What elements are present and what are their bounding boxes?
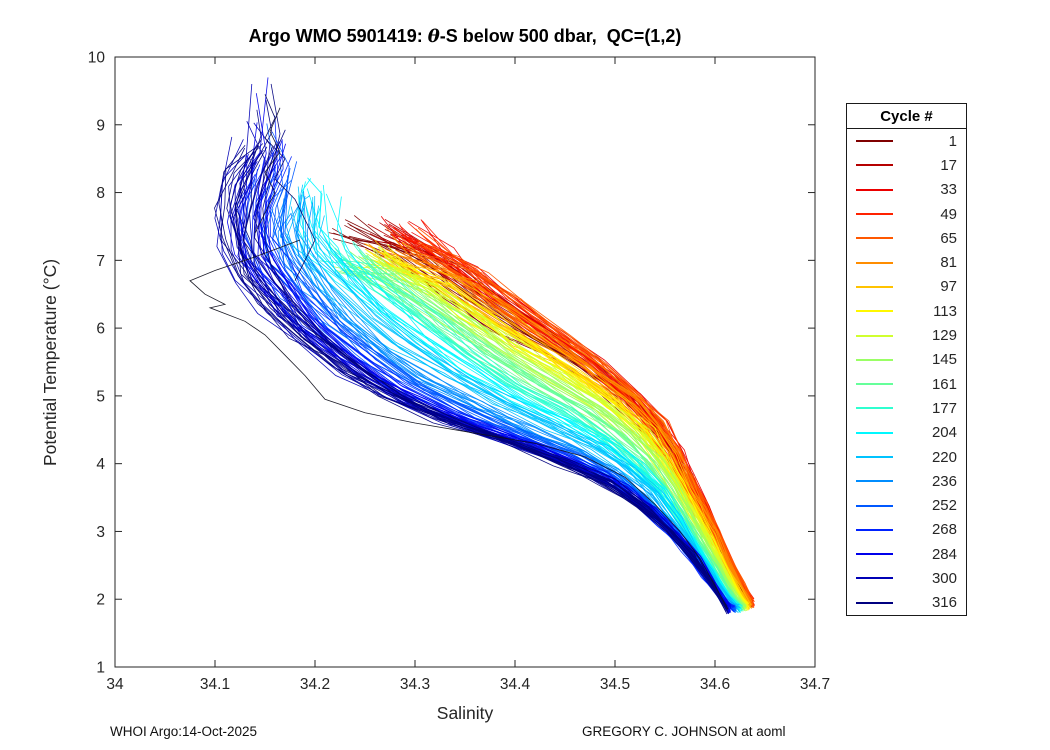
legend-line-sample <box>856 601 893 604</box>
legend-line-sample <box>856 334 893 337</box>
legend-items: 1 17 33 49 65 81 97 113 129 145 161 177 204 220 236 252… <box>847 129 966 615</box>
y-tick-label: 7 <box>96 253 105 270</box>
legend-line-sample <box>856 285 893 288</box>
x-tick-label: 34.5 <box>600 676 630 693</box>
footer-credit-right: GREGORY C. JOHNSON at aoml <box>582 724 786 739</box>
legend-entry-113: 113 <box>847 299 966 323</box>
legend-line-sample <box>856 140 893 143</box>
legend-line-sample <box>856 407 893 410</box>
legend-entry-129: 129 <box>847 323 966 347</box>
y-tick-label: 8 <box>96 185 105 202</box>
legend-entry-49: 49 <box>847 202 966 226</box>
x-tick-label: 34.3 <box>400 676 430 693</box>
legend-line-sample <box>856 358 893 361</box>
legend-entry-label: 300 <box>931 569 957 587</box>
y-tick-label: 6 <box>96 321 105 338</box>
legend-entry-label: 81 <box>940 254 957 272</box>
x-tick-label: 34.2 <box>300 676 330 693</box>
legend-line-sample <box>856 431 893 434</box>
legend-line-sample <box>856 213 893 216</box>
legend-entry-33: 33 <box>847 178 966 202</box>
x-tick-label: 34.7 <box>800 676 830 693</box>
y-tick-label: 5 <box>96 388 105 405</box>
legend-line-sample <box>856 310 893 313</box>
legend-line-sample <box>856 237 893 240</box>
legend-line-sample <box>856 528 893 531</box>
legend-line-sample <box>856 456 893 458</box>
legend-entry-label: 161 <box>931 375 957 393</box>
legend-entry-label: 252 <box>931 497 957 515</box>
x-tick-label: 34.4 <box>500 676 531 693</box>
legend-entry-label: 145 <box>931 351 957 369</box>
legend-entry-label: 316 <box>931 594 957 612</box>
legend-entry-268: 268 <box>847 518 966 542</box>
legend-entry-65: 65 <box>847 226 966 250</box>
legend-line-sample <box>856 480 893 483</box>
legend-entry-label: 284 <box>931 545 957 563</box>
legend-entry-label: 113 <box>933 302 957 320</box>
legend-line-sample <box>856 164 893 167</box>
legend-entry-label: 177 <box>931 399 957 417</box>
chart-title-prefix: Argo WMO 5901419: <box>248 26 428 46</box>
legend-entry-300: 300 <box>847 566 966 590</box>
legend-entry-label: 65 <box>940 229 957 247</box>
legend-entry-17: 17 <box>847 153 966 177</box>
legend-entry-204: 204 <box>847 421 966 445</box>
legend-entry-label: 33 <box>940 181 957 199</box>
legend-entry-1: 1 <box>847 129 966 153</box>
legend-entry-label: 97 <box>940 278 957 296</box>
legend-entry-81: 81 <box>847 250 966 274</box>
x-axis-label: Salinity <box>436 703 494 723</box>
legend-line-sample <box>856 383 893 386</box>
y-tick-label: 1 <box>96 660 105 677</box>
theta-symbol: θ <box>427 26 440 47</box>
footer-credit-left: WHOI Argo:14-Oct-2025 <box>110 724 258 739</box>
y-tick-label: 9 <box>96 117 105 134</box>
x-tick-label: 34 <box>106 676 124 693</box>
legend-entry-252: 252 <box>847 493 966 517</box>
chart-title-suffix: -S below 500 dbar, QC=(1,2) <box>439 26 682 46</box>
legend: Cycle # 1 17 33 49 65 81 97 113 129 145 161 177 204 2… <box>846 103 967 616</box>
legend-entry-label: 268 <box>931 521 957 539</box>
x-tick-label: 34.1 <box>200 676 230 693</box>
y-tick-label: 3 <box>96 524 105 541</box>
legend-entry-284: 284 <box>847 542 966 566</box>
y-axis-label: Potential Temperature (°C) <box>40 258 60 466</box>
legend-line-sample <box>856 261 893 264</box>
legend-line-sample <box>856 577 893 580</box>
y-tick-label: 10 <box>88 50 106 67</box>
legend-line-sample <box>856 504 893 507</box>
x-tick-label: 34.6 <box>700 676 730 693</box>
legend-entry-label: 236 <box>931 472 957 490</box>
legend-entry-236: 236 <box>847 469 966 493</box>
legend-entry-label: 1 <box>948 132 957 150</box>
legend-entry-label: 129 <box>931 327 957 345</box>
chart-title: Argo WMO 5901419: θ-S below 500 dbar, QC… <box>115 26 815 47</box>
legend-entry-label: 49 <box>940 205 957 223</box>
legend-entry-220: 220 <box>847 445 966 469</box>
legend-entry-label: 220 <box>931 448 957 466</box>
y-tick-label: 4 <box>96 456 105 473</box>
legend-line-sample <box>856 553 893 556</box>
legend-entry-316: 316 <box>847 591 966 615</box>
legend-entry-97: 97 <box>847 275 966 299</box>
y-tick-label: 2 <box>96 592 105 609</box>
legend-entry-145: 145 <box>847 348 966 372</box>
legend-title: Cycle # <box>847 104 966 129</box>
legend-entry-161: 161 <box>847 372 966 396</box>
legend-entry-177: 177 <box>847 396 966 420</box>
legend-entry-label: 17 <box>940 156 957 174</box>
legend-line-sample <box>856 188 893 191</box>
legend-entry-label: 204 <box>931 424 957 442</box>
